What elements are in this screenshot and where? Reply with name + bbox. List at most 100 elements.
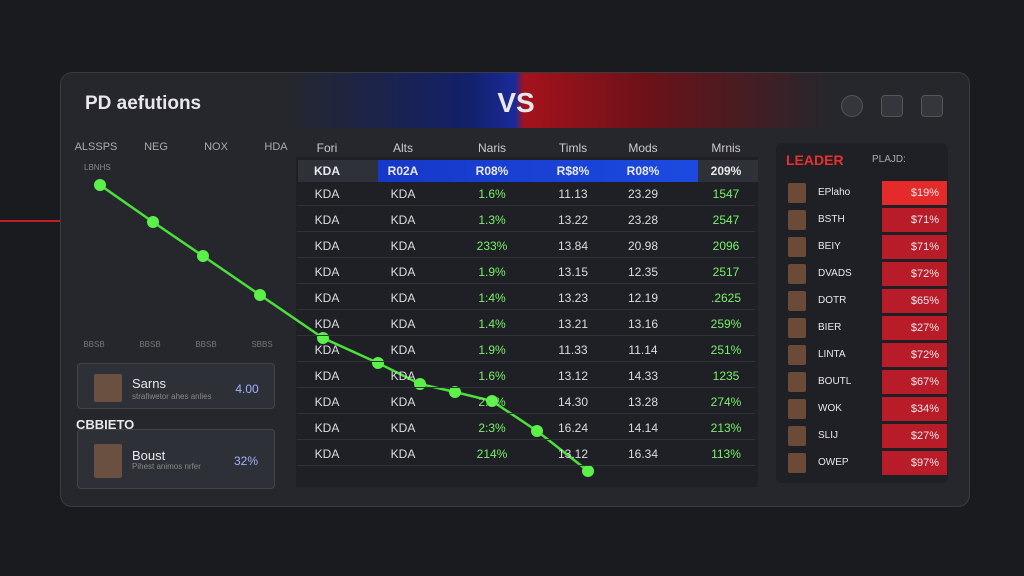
column-label: NEG xyxy=(144,141,168,153)
cell: 1.6% xyxy=(478,369,506,383)
cell: 2:3% xyxy=(478,395,506,409)
cell: KDA xyxy=(314,421,340,435)
cell: KDA xyxy=(314,395,340,409)
cell: KDA xyxy=(390,395,416,409)
icon-button[interactable] xyxy=(841,95,863,117)
column-header: Mrnis xyxy=(711,141,741,155)
cell: 14.14 xyxy=(627,421,659,435)
value-bar xyxy=(882,370,947,394)
player-value: $71% xyxy=(910,241,940,253)
avatar xyxy=(788,453,806,473)
cell: 23.28 xyxy=(627,213,659,227)
column-label: HDA xyxy=(264,141,288,153)
axis-tick: BBSB xyxy=(139,340,161,349)
cell: 16.24 xyxy=(557,421,589,435)
cell: KDA xyxy=(390,421,416,435)
avatar xyxy=(788,291,806,311)
player-value: $27% xyxy=(910,322,940,334)
value-bar xyxy=(882,343,947,367)
player-value: 32% xyxy=(233,454,259,468)
cell: 214% xyxy=(476,447,508,461)
cell: 1.4% xyxy=(478,317,506,331)
row-divider xyxy=(297,465,755,466)
icon-button[interactable] xyxy=(881,95,903,117)
value-bar xyxy=(882,208,947,232)
column-header: Mods xyxy=(628,141,658,155)
value-bar xyxy=(882,424,947,448)
cell: KDA xyxy=(390,343,416,357)
cell: KDA xyxy=(390,187,416,201)
cell: .2625 xyxy=(710,291,742,305)
row-divider xyxy=(297,257,755,258)
cell: KDA xyxy=(314,369,340,383)
value-bar xyxy=(882,262,947,286)
cell: R08% xyxy=(626,164,660,178)
cell: 1.9% xyxy=(478,265,506,279)
cell: 209% xyxy=(710,164,742,178)
cell: 14.33 xyxy=(627,369,659,383)
cell: 113% xyxy=(711,447,741,461)
cell: 13.12 xyxy=(557,369,589,383)
cell: 259% xyxy=(710,317,742,331)
column-header: Naris xyxy=(477,141,507,155)
cell: 13.28 xyxy=(627,395,659,409)
column-header: Fori xyxy=(316,141,338,155)
player-name: SLIJ xyxy=(818,430,839,441)
cell: KDA xyxy=(314,317,340,331)
cell: 274% xyxy=(710,395,742,409)
axis-tick: BBSB xyxy=(83,340,105,349)
player-value: $72% xyxy=(910,349,940,361)
cell: KDA xyxy=(314,343,340,357)
cell: 23.29 xyxy=(627,187,659,201)
cell: KDA xyxy=(390,291,416,305)
player-value: $27% xyxy=(910,430,940,442)
section-label: CBBIETO xyxy=(76,417,135,432)
leaderboard-subtitle: PLAJD: xyxy=(872,154,906,165)
column-label: ALSSPS xyxy=(74,141,118,153)
row-divider xyxy=(297,361,755,362)
player-value: $34% xyxy=(910,403,940,415)
cell: 1.9% xyxy=(478,343,506,357)
axis-tick: BBSB xyxy=(195,340,217,349)
column-label: NOX xyxy=(204,141,228,153)
avatar xyxy=(788,318,806,338)
cell: 1.6% xyxy=(478,187,506,201)
cell: 11.13 xyxy=(558,187,588,201)
header xyxy=(61,73,969,128)
cell: KDA xyxy=(314,187,340,201)
avatar xyxy=(788,210,806,230)
player-name: BEIY xyxy=(818,241,841,252)
cell: 13.15 xyxy=(557,265,589,279)
cell: 20.98 xyxy=(627,239,659,253)
value-bar xyxy=(882,289,947,313)
cell: 12.35 xyxy=(627,265,659,279)
player-detail: strafiwetor ahes anlies xyxy=(132,392,212,401)
row-divider xyxy=(297,387,755,388)
cell: KDA xyxy=(390,369,416,383)
icon-button[interactable] xyxy=(921,95,943,117)
avatar xyxy=(94,374,122,402)
row-divider xyxy=(297,335,755,336)
cell: 213% xyxy=(710,421,742,435)
cell: KDA xyxy=(314,164,340,178)
player-value: $97% xyxy=(910,457,940,469)
cell: 11.14 xyxy=(628,343,658,357)
avatar xyxy=(788,183,806,203)
cell: KDA xyxy=(390,213,416,227)
player-value: $65% xyxy=(910,295,940,307)
value-bar xyxy=(882,397,947,421)
row-divider xyxy=(297,205,755,206)
cell: KDA xyxy=(314,239,340,253)
cell: R$8% xyxy=(556,164,590,178)
cell: 16.34 xyxy=(627,447,659,461)
versus: VS xyxy=(497,87,535,118)
cell: 2:3% xyxy=(478,421,506,435)
accent xyxy=(0,220,60,222)
cell: KDA xyxy=(314,213,340,227)
player-value: $19% xyxy=(910,187,940,199)
line xyxy=(99,183,589,472)
cell: 11.33 xyxy=(558,343,588,357)
cell: 13.16 xyxy=(627,317,659,331)
player-name: WOK xyxy=(818,403,842,414)
